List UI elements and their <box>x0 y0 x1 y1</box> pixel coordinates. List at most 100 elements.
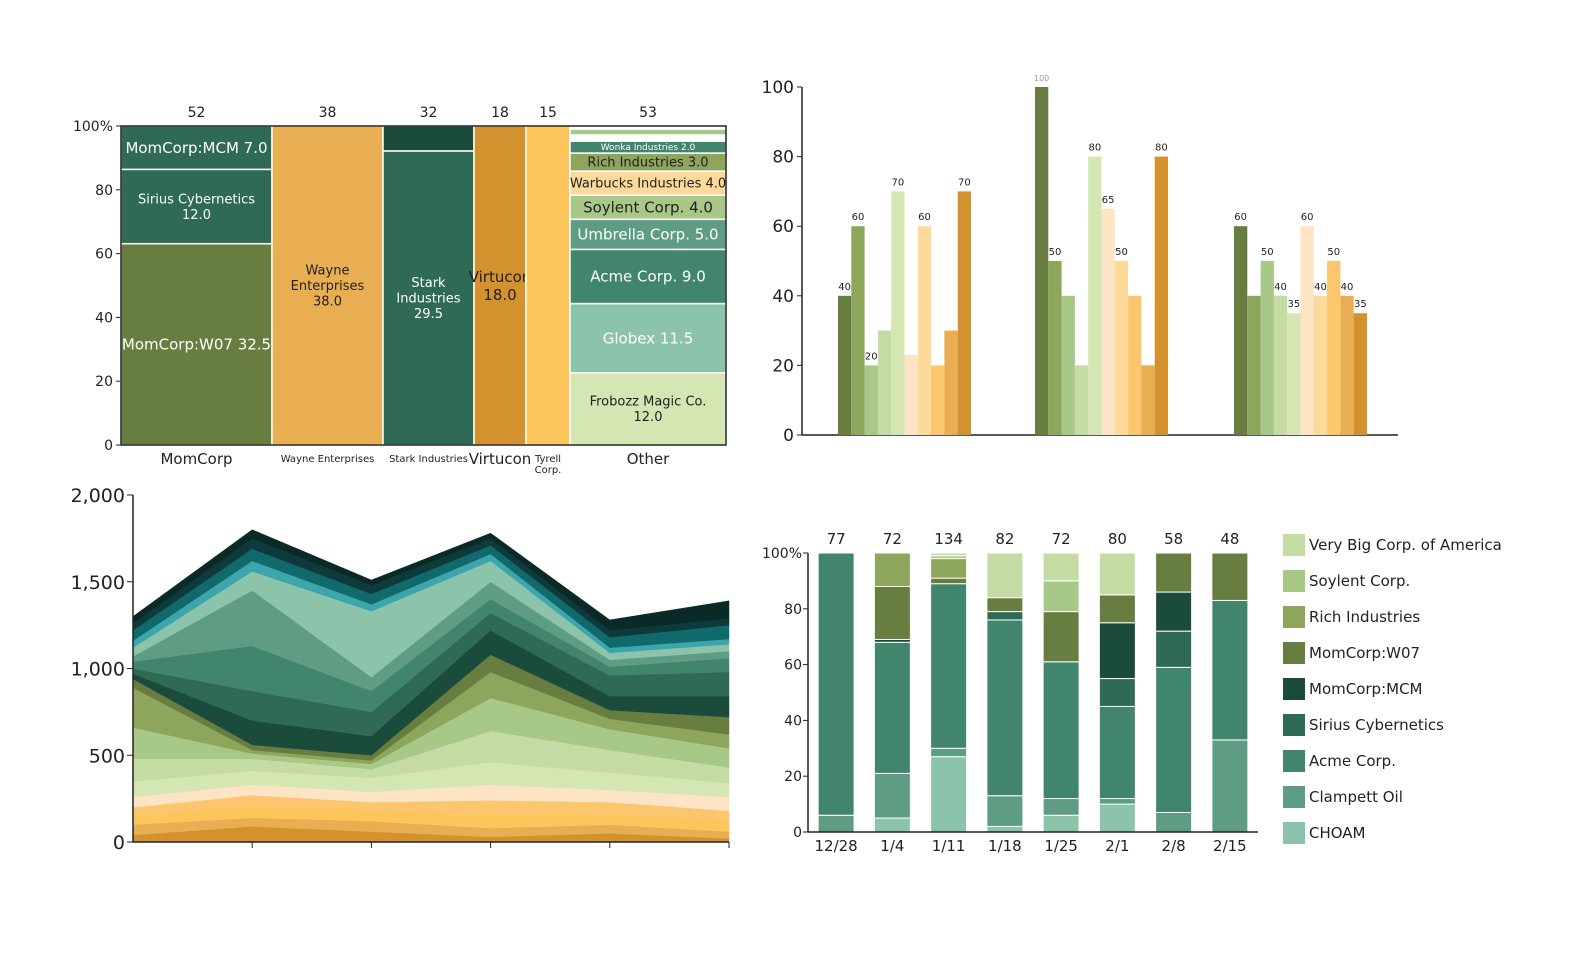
groupbar-data-label: 50 <box>1327 247 1340 258</box>
stacked-segment <box>986 825 1024 833</box>
legend-label: Rich Industries <box>1309 608 1420 626</box>
groupbar-data-label: 50 <box>1049 247 1062 258</box>
groupbar-data-label: 40 <box>1314 282 1327 293</box>
stacked-segment <box>1211 599 1249 741</box>
groupbar-bar <box>1074 365 1089 435</box>
stacked-segment <box>1042 552 1080 582</box>
groupbar-bar <box>851 226 865 435</box>
groupbar-bar <box>904 354 918 435</box>
mekko-segment <box>569 248 727 305</box>
legend-label: Clampett Oil <box>1309 788 1403 806</box>
legend-label: Very Big Corp. of America <box>1309 536 1502 554</box>
legend-swatch <box>1283 822 1305 844</box>
mekko-segment-label: Soylent Corp. 4.0 <box>583 199 713 217</box>
mekko-column-label: Stark Industries <box>389 454 468 465</box>
stacked-segment <box>986 552 1024 599</box>
stacked-segment <box>817 552 855 816</box>
mekko-segment-label: 18.0 <box>483 286 516 304</box>
stacked-ytick-label: 80 <box>784 602 802 618</box>
stacked-segment <box>817 814 855 833</box>
area-series-s19 <box>132 529 730 631</box>
mekko-segment-label: Wayne <box>306 263 350 278</box>
stacked-segment <box>1155 630 1193 668</box>
groupbar-bar <box>1154 156 1168 435</box>
stacked-segment <box>1098 594 1136 624</box>
stacked-category-label: 1/25 <box>1044 837 1078 855</box>
stacked-segment <box>873 585 911 640</box>
groupbar-data-label: 40 <box>838 282 851 293</box>
stacked-category-label: 1/4 <box>880 837 904 855</box>
mekko-segment-label: MomCorp:MCM 7.0 <box>125 139 267 157</box>
mekko-column-label: Tyrell <box>534 454 561 465</box>
groupbar-bar <box>877 330 892 435</box>
groupbar-data-label: 50 <box>1261 247 1274 258</box>
groupbar-ytick-label: 80 <box>772 148 794 168</box>
groupbar-data-label: 60 <box>1301 212 1314 223</box>
stacked-segment <box>1155 591 1193 632</box>
groupbar-bar <box>931 365 945 435</box>
mekko-chart: 100% 80 60 40 20 0 MomCorp:W07 32.5 Sirius Cybe… <box>73 105 727 476</box>
groupbar-bar <box>1101 208 1115 435</box>
groupbar-bar <box>1088 156 1102 435</box>
mekko-column-label: Virtucon <box>469 450 532 468</box>
stacked-ytick-label: 100% <box>762 546 802 562</box>
mekko-segment-label: Umbrella Corp. 5.0 <box>577 226 718 244</box>
legend-label: MomCorp:W07 <box>1309 644 1420 662</box>
stacked-segment <box>1155 666 1193 813</box>
stacked-segment <box>930 747 968 758</box>
groupbar-data-label: 70 <box>958 177 971 188</box>
legend-label: MomCorp:MCM <box>1309 680 1422 698</box>
groupbar-bar <box>1048 261 1062 435</box>
mekko-ytick-label: 0 <box>104 438 113 454</box>
mekko-segment <box>569 134 727 142</box>
mekko-column-total: 15 <box>539 105 557 121</box>
grouped-bar-chart: 0 20 40 60 80 100 40 60 20 70 60 70 100 50 80 65 50 80 60 5… <box>762 74 1398 446</box>
groupbar-bar <box>1273 295 1288 435</box>
stacked-segment <box>986 597 1024 613</box>
stacked-total-label: 72 <box>1052 530 1071 548</box>
stacked-segment <box>1042 814 1080 833</box>
groupbar-bar <box>917 226 932 435</box>
mekko-segment <box>382 150 475 446</box>
stacked-segment <box>930 558 968 579</box>
stacked-area-chart: 0 500 1,000 1,500 2,000 <box>71 485 730 854</box>
groupbar-bar <box>1128 295 1142 435</box>
mekko-segment <box>569 372 727 446</box>
groupbar-data-label: 80 <box>1088 143 1101 154</box>
groupbar-bar <box>891 191 905 435</box>
stacked-total-label: 72 <box>883 530 902 548</box>
mekko-segment-label: 12.0 <box>634 410 663 425</box>
groupbar-ytick-label: 100 <box>762 78 794 98</box>
groupbar-ytick-label: 0 <box>783 426 794 446</box>
mekko-segment-label: MomCorp:W07 32.5 <box>122 336 271 354</box>
groupbar-data-label: 50 <box>1115 247 1128 258</box>
stacked-segment <box>930 756 968 833</box>
groupbar-bar <box>1260 261 1274 435</box>
groupbar-bar <box>1313 295 1328 435</box>
mekko-segment-label: 29.5 <box>414 307 443 322</box>
mekko-column-label: Corp. <box>535 465 562 476</box>
stacked-ytick-label: 40 <box>784 713 802 729</box>
stacked-category-label: 2/15 <box>1213 837 1247 855</box>
groupbar-bar <box>1061 295 1075 435</box>
legend-label: CHOAM <box>1309 824 1366 842</box>
mekko-ytick-label: 40 <box>95 310 113 326</box>
groupbar-bar <box>1300 226 1314 435</box>
stacked-segment <box>1098 803 1136 833</box>
mekko-segment-label: Stark <box>411 276 446 291</box>
stacked-ytick-label: 20 <box>784 769 802 785</box>
stacked-segment <box>930 583 968 749</box>
percent-stacked-bar-chart: 100% 80 60 40 20 0 77 12/28 72 1/4 134 1/11 82 1/18 72… <box>762 530 1258 855</box>
groupbar-bar <box>944 330 958 435</box>
stacked-segment <box>930 577 968 585</box>
stacked-total-label: 80 <box>1108 530 1127 548</box>
groupbar-data-label: 35 <box>1287 299 1300 310</box>
stacked-segment <box>1098 705 1136 800</box>
stacked-category-label: 1/11 <box>932 837 966 855</box>
mekko-ytick-label: 20 <box>95 374 113 390</box>
area-ytick-label: 500 <box>89 745 125 767</box>
stacked-total-label: 77 <box>827 530 846 548</box>
groupbar-bar <box>1035 87 1049 435</box>
groupbar-bar <box>1247 295 1261 435</box>
stacked-segment <box>1211 552 1249 601</box>
